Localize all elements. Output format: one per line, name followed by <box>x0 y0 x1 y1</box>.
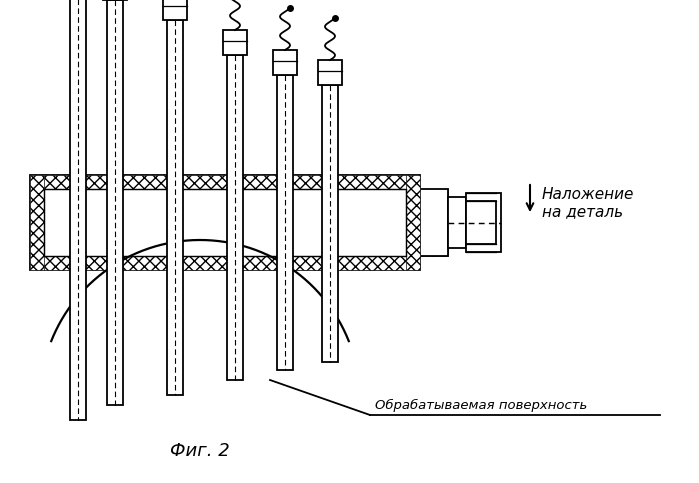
Bar <box>30 175 44 270</box>
Bar <box>30 175 420 270</box>
Bar <box>322 85 338 362</box>
Text: Фиг. 2: Фиг. 2 <box>170 442 230 460</box>
Bar <box>273 50 297 75</box>
Bar <box>277 75 293 370</box>
Bar <box>44 175 406 189</box>
Bar <box>163 0 187 20</box>
Bar <box>223 30 247 55</box>
Bar <box>420 189 448 256</box>
Bar <box>420 189 448 256</box>
Bar <box>70 0 86 420</box>
Bar <box>227 55 243 380</box>
Bar <box>406 175 420 270</box>
Text: Наложение
на деталь: Наложение на деталь <box>542 187 635 219</box>
Bar <box>167 20 183 395</box>
Bar <box>44 189 406 256</box>
Bar <box>44 189 406 256</box>
Bar <box>107 0 123 405</box>
Bar <box>466 193 501 252</box>
Text: Обрабатываемая поверхность: Обрабатываемая поверхность <box>375 399 587 412</box>
Bar <box>318 60 342 85</box>
Bar <box>44 256 406 270</box>
Bar <box>448 197 466 248</box>
Bar <box>466 201 496 244</box>
